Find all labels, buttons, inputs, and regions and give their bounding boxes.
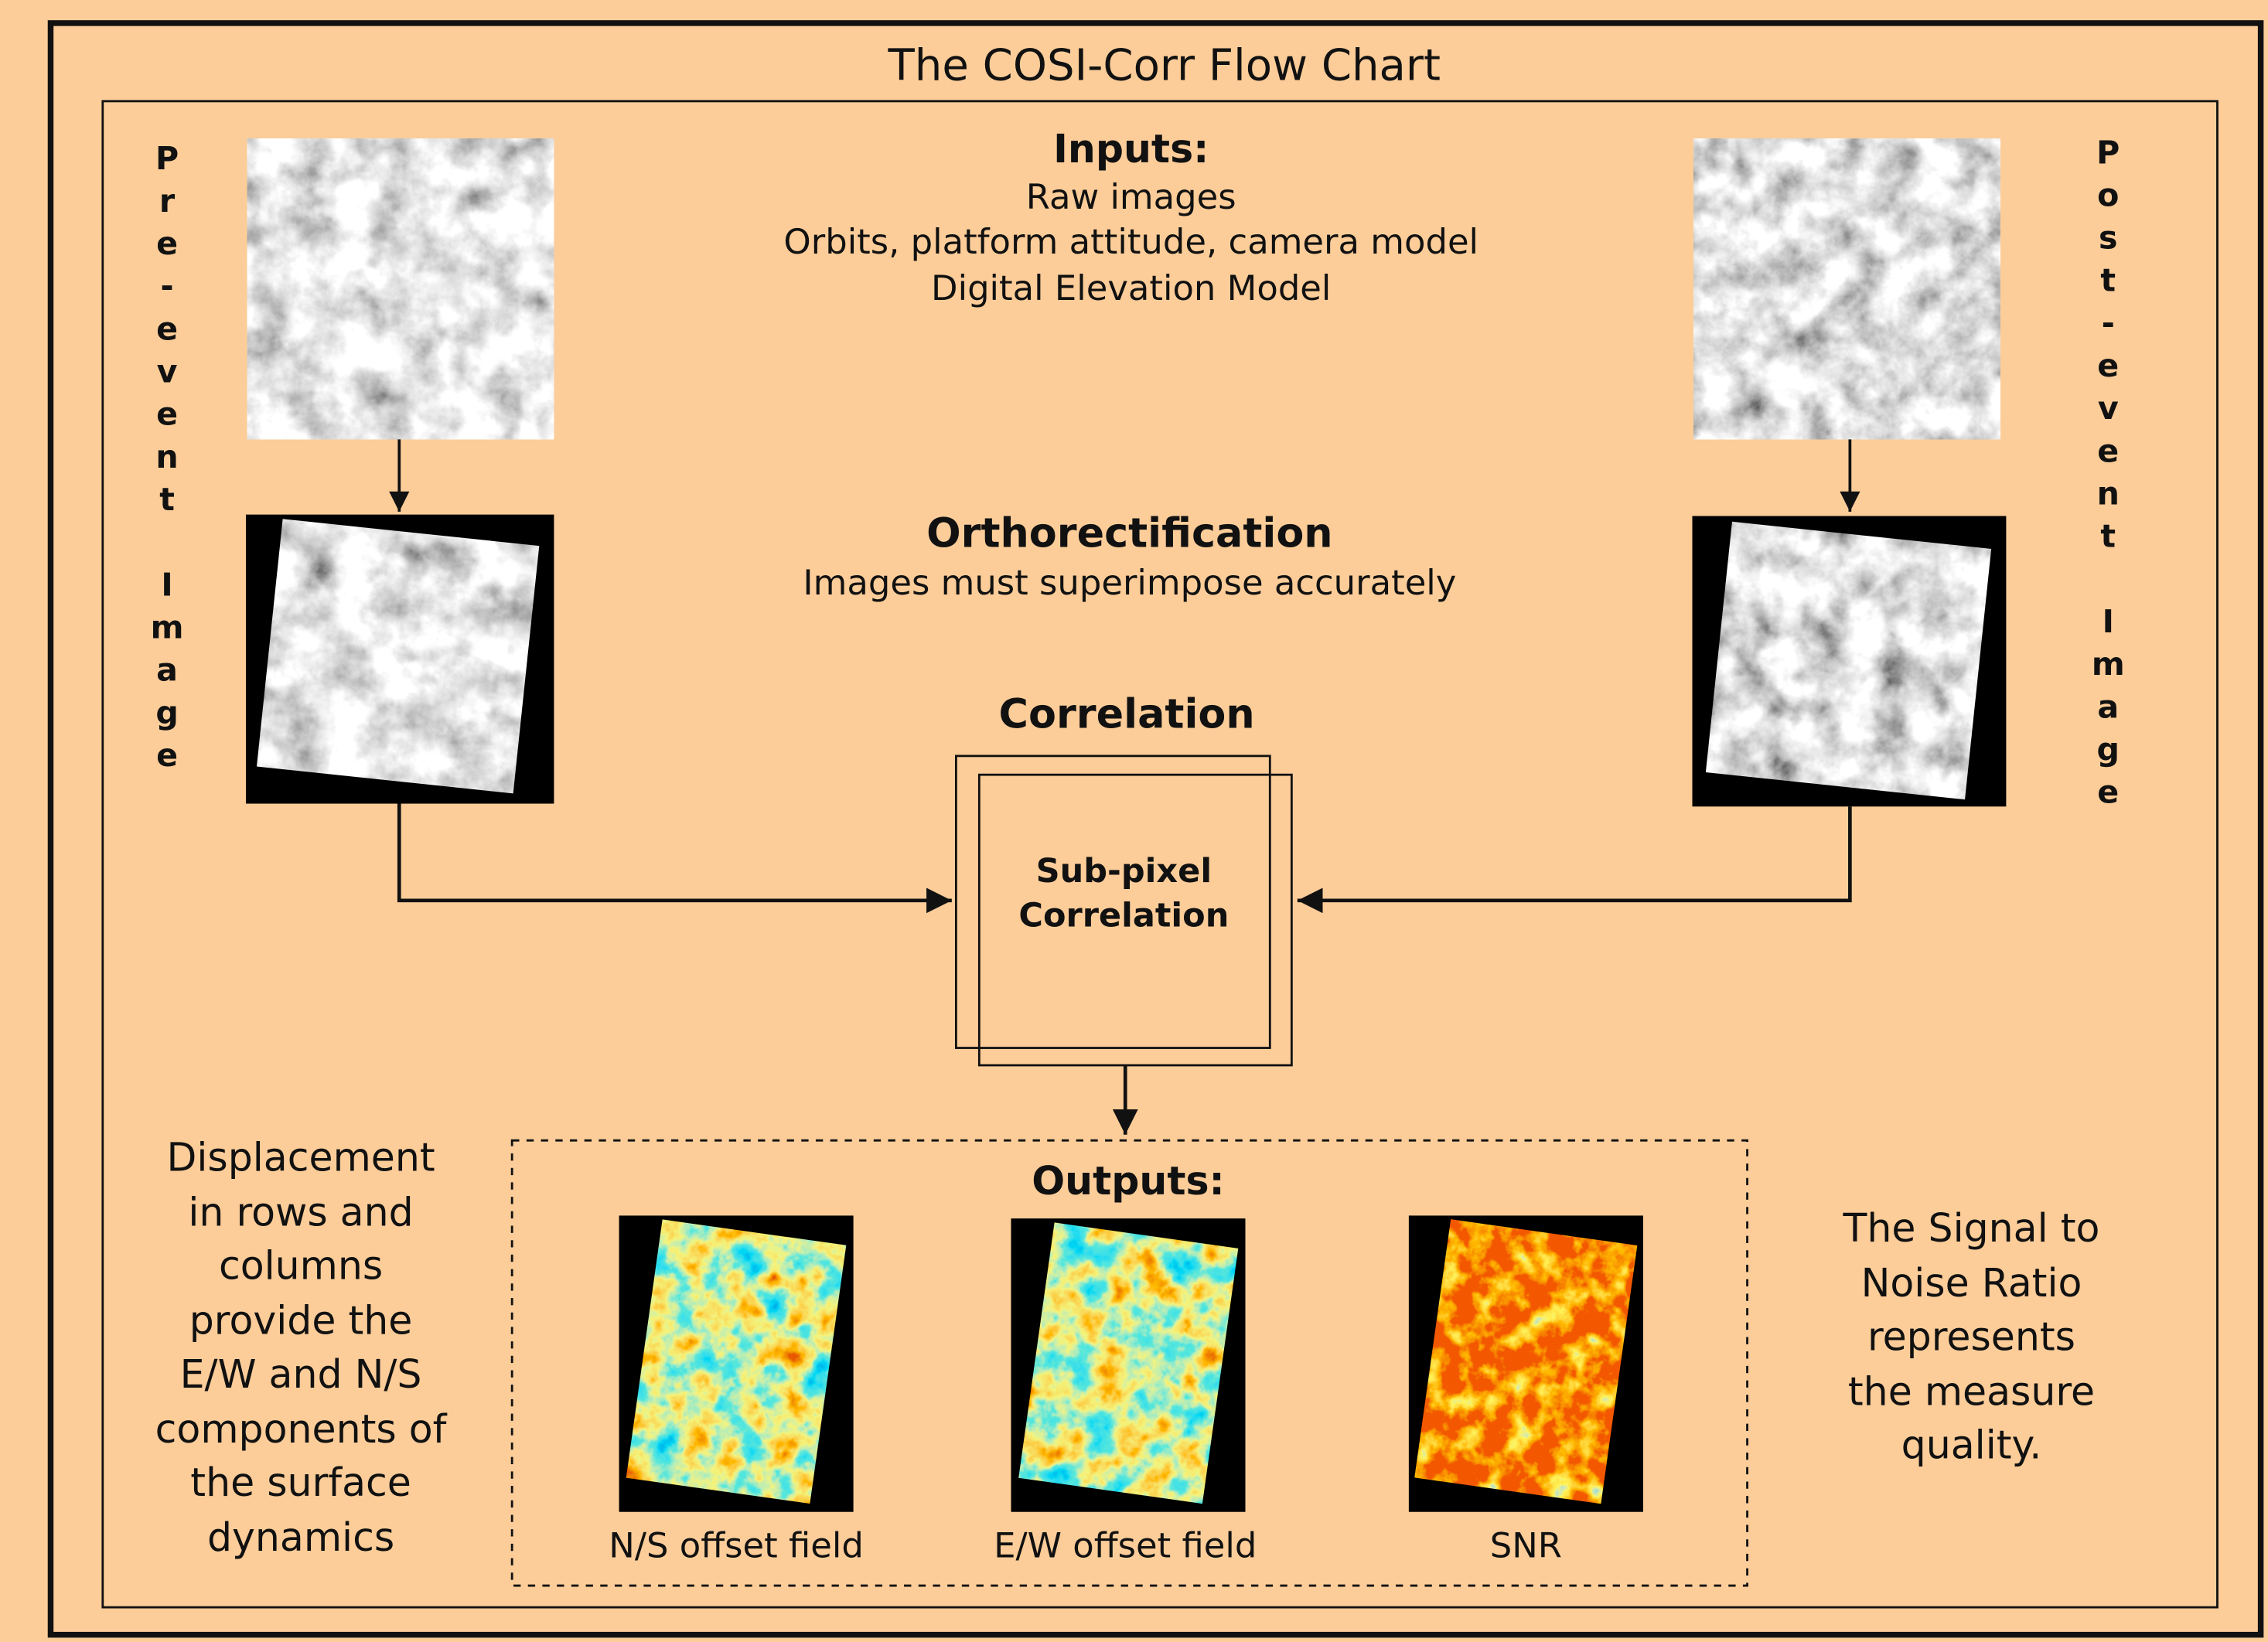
note-line: Displacement xyxy=(166,1136,435,1181)
inputs-line: Digital Elevation Model xyxy=(931,267,1331,308)
note-line: the measure xyxy=(1847,1369,2096,1415)
pre-event-label: Pre-event Image xyxy=(148,141,186,782)
arrows xyxy=(389,439,1860,1135)
inputs-heading: Inputs: xyxy=(1053,126,1209,172)
arrow xyxy=(1297,806,1852,914)
inner-border xyxy=(101,100,2219,1609)
output-caption: N/S offset field xyxy=(609,1524,864,1565)
note-line: dynamics xyxy=(206,1515,395,1561)
outer-border xyxy=(47,20,2264,1638)
note-line: provide the xyxy=(189,1298,413,1344)
title: The COSI-Corr Flow Chart xyxy=(887,40,1441,90)
ortho-text: Images must superimpose accurately xyxy=(803,562,1456,603)
arrow xyxy=(397,803,952,914)
note-line: components of xyxy=(155,1407,447,1453)
output-caption: SNR xyxy=(1490,1524,1562,1565)
inputs-line: Raw images xyxy=(1026,176,1236,217)
outputs-heading: Outputs: xyxy=(1032,1158,1225,1204)
note-line: The Signal to xyxy=(1843,1207,2100,1252)
post-event-label: Post-event Image xyxy=(2089,135,2126,819)
note-line: in rows and xyxy=(188,1190,414,1235)
output-caption: E/W offset field xyxy=(994,1524,1257,1565)
pre-event-image xyxy=(247,138,554,440)
snr-image xyxy=(1414,1219,1638,1504)
ns-image xyxy=(626,1219,847,1504)
note-line: Noise Ratio xyxy=(1860,1261,2082,1306)
note-line: columns xyxy=(218,1244,384,1289)
left-note: Displacement in rows and columns provide… xyxy=(128,1132,475,1565)
inputs-line: Orbits, platform attitude, camera model xyxy=(783,221,1478,262)
ortho-pre-image xyxy=(257,519,540,793)
note-line: E/W and N/S xyxy=(179,1353,422,1398)
outputs-box xyxy=(510,1139,1748,1587)
ortho-post-image xyxy=(1706,522,1991,799)
note-line: the surface xyxy=(190,1461,411,1507)
correlation-box-front xyxy=(977,773,1293,1067)
note-line: represents xyxy=(1867,1315,2075,1361)
ew-image xyxy=(1018,1222,1238,1504)
note-line: quality. xyxy=(1901,1423,2042,1469)
correlation-box-label: Correlation xyxy=(1018,897,1229,935)
correlation-heading: Correlation xyxy=(999,690,1255,738)
ortho-heading: Orthorectification xyxy=(926,510,1332,557)
post-event-image xyxy=(1693,138,2000,440)
correlation-box-label: Sub-pixel xyxy=(1036,852,1212,891)
right-note: The Signal to Noise Ratio represents the… xyxy=(1798,1203,2145,1474)
correlation-box-back xyxy=(954,755,1271,1049)
